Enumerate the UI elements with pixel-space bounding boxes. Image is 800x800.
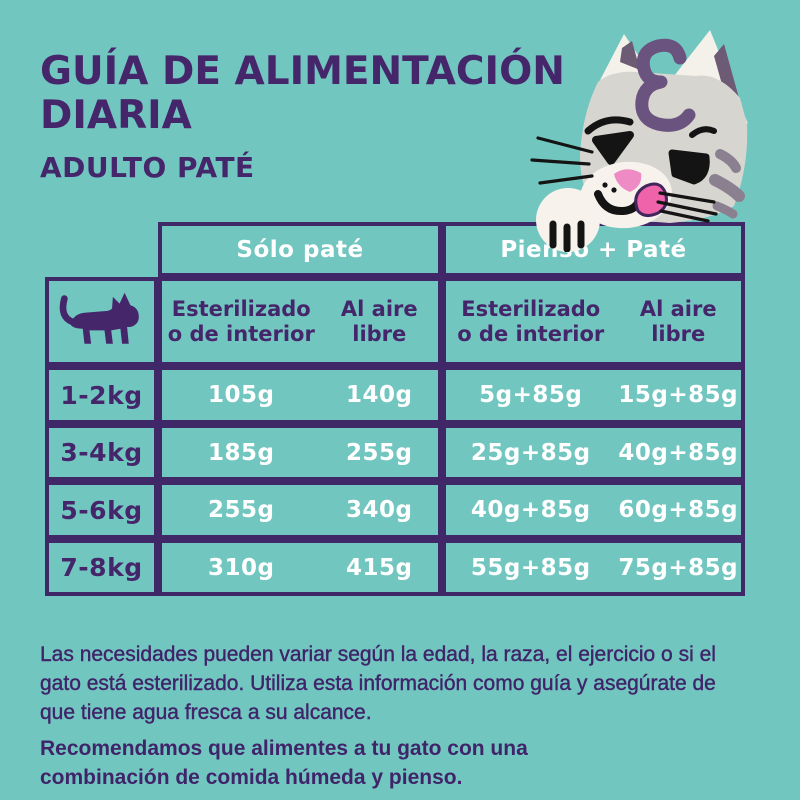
subheader-esterilizado-1: Esterilizado o de interior (167, 297, 315, 346)
value-cell: 40g+85g (470, 497, 591, 523)
value-cell: 60g+85g (618, 497, 739, 523)
value-cell: 255g (208, 497, 275, 523)
subheader-aire-libre-1: Al aire libre (340, 297, 418, 346)
row-header-icon-cell (45, 277, 158, 366)
table-row-values: 55g+85g 75g+85g (442, 539, 745, 596)
weight-label-5-6kg: 5-6kg (45, 481, 158, 539)
table-row-values: 40g+85g 60g+85g (442, 481, 745, 539)
value-cell: 415g (346, 554, 413, 581)
subheader-esterilizado-2: Esterilizado o de interior (457, 297, 605, 346)
value-cell: 15g+85g (618, 382, 739, 408)
note-text: Las necesidades pueden variar según la e… (40, 643, 716, 724)
value-cell: 310g (208, 554, 275, 581)
recommendation-text: Recomendamos que alimentes a tu gato con… (40, 737, 528, 789)
value-cell: 105g (208, 382, 275, 408)
value-cell: 25g+85g (470, 439, 591, 466)
title-block: GUÍA DE ALIMENTACIÓN DIARIA ADULTO PATÉ (40, 50, 565, 185)
title-line-1: GUÍA DE ALIMENTACIÓN (40, 49, 565, 94)
table-row-values: 255g 340g (158, 481, 442, 539)
value-cell: 5g+85g (479, 382, 583, 408)
weight-label-7-8kg: 7-8kg (45, 539, 158, 596)
value-cell: 255g (346, 439, 413, 466)
value-cell: 340g (346, 497, 413, 523)
table-row-values: 310g 415g (158, 539, 442, 596)
table-row-values: 105g 140g (158, 366, 442, 424)
page-subtitle: ADULTO PATÉ (40, 151, 255, 185)
value-cell: 185g (208, 439, 275, 466)
subheader-aire-libre-2: Al aire libre (639, 297, 717, 346)
title-line-2: DIARIA (40, 92, 192, 138)
value-cell: 140g (346, 382, 413, 408)
column-group-solo-pate: Sólo paté (158, 222, 442, 277)
weight-label-1-2kg: 1-2kg (45, 366, 158, 424)
table-row-values: 185g 255g (158, 424, 442, 481)
feeding-table: Sólo paté Pienso + Paté Esterilizado o d… (45, 222, 745, 596)
page-title: GUÍA DE ALIMENTACIÓN DIARIA (40, 50, 565, 137)
subheader-solo-pate: Esterilizado o de interior Al aire libre (158, 277, 442, 366)
cat-silhouette-icon (59, 292, 139, 344)
table-row-values: 5g+85g 15g+85g (442, 366, 745, 424)
value-cell: 55g+85g (470, 554, 591, 581)
value-cell: 40g+85g (618, 439, 739, 466)
table-row-values: 25g+85g 40g+85g (442, 424, 745, 481)
subheader-pienso-pate: Esterilizado o de interior Al aire libre (442, 277, 745, 366)
column-group-pienso-pate: Pienso + Paté (442, 222, 745, 277)
weight-label-3-4kg: 3-4kg (45, 424, 158, 481)
value-cell: 75g+85g (618, 554, 739, 581)
table-corner-spacer (45, 222, 158, 277)
